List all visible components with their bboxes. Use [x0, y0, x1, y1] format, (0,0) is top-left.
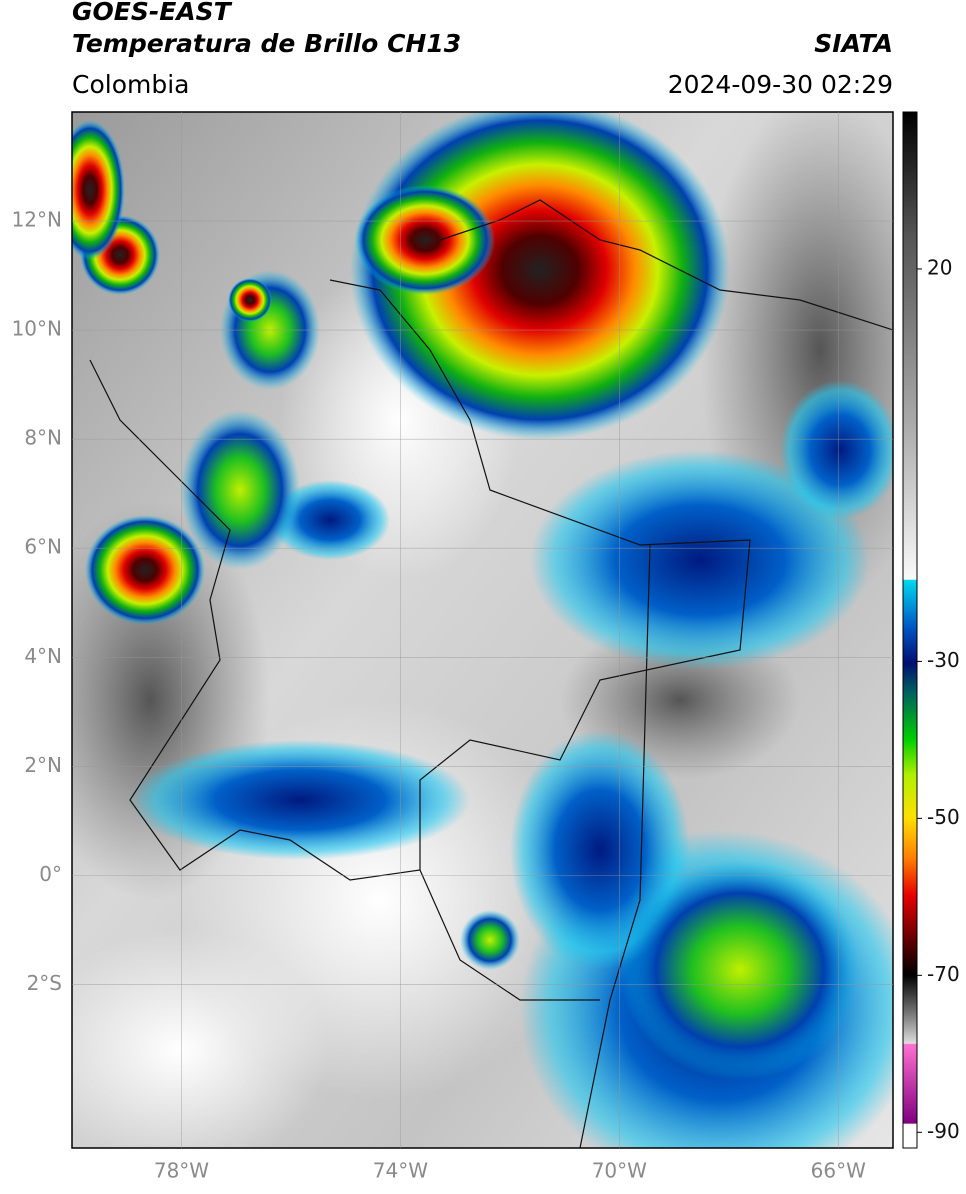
title: GOES-EAST: [72, 0, 233, 26]
map-frame: [71, 111, 894, 1149]
lon-tick-label: 78°W: [154, 1159, 209, 1183]
colorbar: [902, 111, 918, 1149]
lat-tick-label: 2°N: [24, 753, 62, 777]
lon-tick-label: 66°W: [811, 1159, 866, 1183]
source: SIATA: [814, 29, 893, 58]
subtitle: Temperatura de Brillo CH13: [72, 29, 461, 58]
lon-tick-label: 74°W: [373, 1159, 428, 1183]
colorbar-tick-label: -90: [927, 1119, 960, 1143]
lat-tick-label: 10°N: [12, 317, 62, 341]
colorbar-tick-label: -50: [927, 805, 960, 829]
lat-tick-label: 4°N: [24, 644, 62, 668]
lon-tick-label: 70°W: [592, 1159, 647, 1183]
timestamp: 2024-09-30 02:29: [668, 70, 893, 99]
lat-tick-label: 0°: [39, 862, 62, 886]
region: Colombia: [72, 70, 189, 99]
colorbar-tick-label: 20: [927, 255, 952, 279]
lat-tick-label: 2°S: [27, 971, 62, 995]
colorbar-tick-label: -30: [927, 648, 960, 672]
lat-tick-label: 6°N: [24, 535, 62, 559]
graticule: 78°W 74°W 70°W 66°W 12°N 10°N 8°N 6°N 4°N 2°N 0° 2°…: [12, 112, 893, 1183]
lat-tick-label: 12°N: [12, 208, 62, 232]
satellite-image: [72, 112, 893, 1148]
colorbar-ticks: 20 -30 -50 -70 -90: [917, 255, 960, 1143]
lat-tick-label: 8°N: [24, 426, 62, 450]
colorbar-tick-label: -70: [927, 962, 960, 986]
